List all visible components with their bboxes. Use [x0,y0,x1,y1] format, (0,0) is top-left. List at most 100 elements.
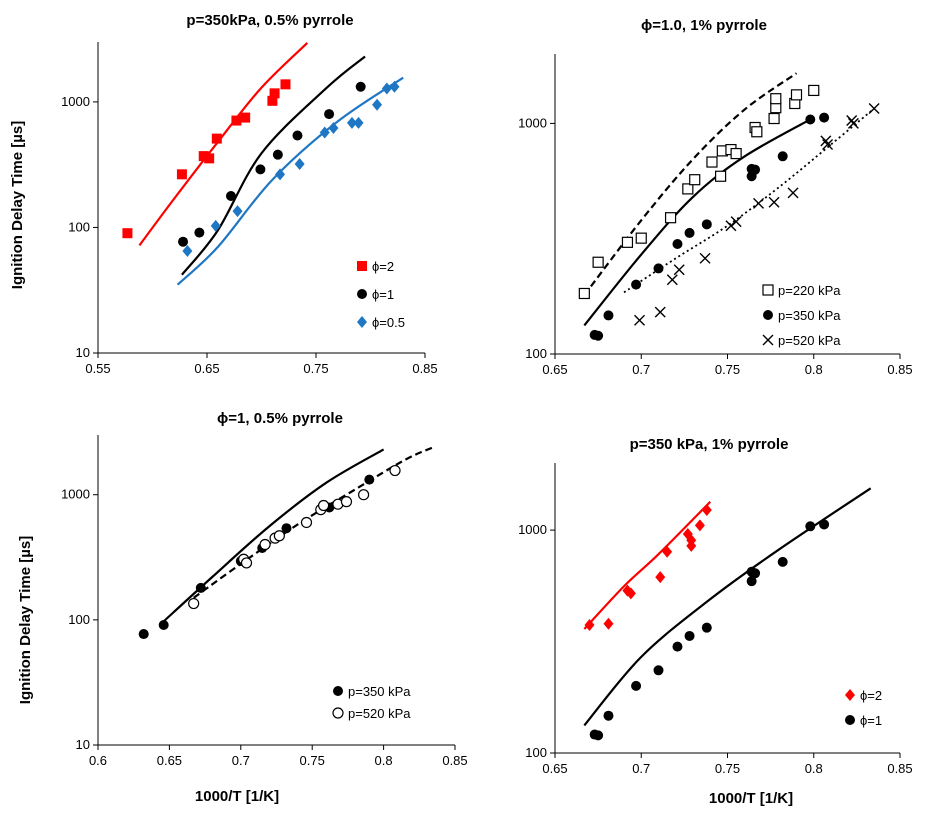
plot-area: 0.6 0.65 0.7 0.75 0.8 0.85 10 100 1000 p=350 kPa p… [61,435,468,768]
y-tick-label: 100 [68,612,90,627]
data-point [240,112,251,123]
chart-panel-top-right: ϕ=1.0, 1% pyrrole 0.65 0.7 0.75 0.8 0.85 100 1… [518,17,913,377]
data-point [753,197,765,209]
x-tick-label: 0.7 [632,362,650,377]
y-tick-label: 100 [68,219,90,234]
data-point [198,151,209,162]
data-point [822,139,834,151]
x-tick-label: 0.7 [632,761,650,776]
chart-panel-bottom-left: ϕ=1, 0.5% pyrrole Ignition Delay Time [µ… [17,410,468,805]
y-tick-label: 10 [76,345,90,360]
legend-label: ϕ=2 [860,688,882,703]
data-point [240,557,253,569]
data-point [684,630,695,641]
data-point [194,227,205,238]
y-axis-title: Ignition Delay Time [µs] [9,121,26,289]
model-line [583,72,798,296]
data-point [389,464,401,477]
x-tick-label: 0.75 [715,761,740,776]
data-point [593,330,604,341]
data-point [819,519,830,530]
data-point [654,306,666,318]
data-point [267,95,278,106]
plot-area: 0.55 0.65 0.75 0.85 10 100 1000 ϕ=2 ϕ=1 ϕ=0.5 [61,42,438,376]
data-point [664,212,677,224]
y-tick-label: 100 [525,745,547,760]
data-point [682,183,694,195]
data-point [653,665,664,676]
data-point [272,149,283,160]
chart-title: p=350 kPa, 1% pyrrole [630,436,789,453]
x-tick-label: 0.8 [805,761,823,776]
data-point [730,216,742,228]
data-point [730,147,742,160]
data-point [578,287,590,300]
data-point [592,256,604,268]
data-point [631,680,642,691]
data-point [701,504,712,517]
x-tick-label: 0.55 [85,361,110,376]
model-line [583,500,712,630]
data-point [138,629,149,640]
legend-label: p=350 kPa [348,684,411,699]
data-point [210,219,221,232]
data-point [625,587,636,600]
data-point [805,521,816,532]
data-point [281,523,292,534]
data-point [768,112,780,125]
x-tick-label: 0.85 [442,753,467,768]
data-point [699,252,711,264]
data-point [381,82,392,95]
data-point [750,164,761,175]
data-point [372,98,383,111]
data-point [269,88,280,99]
data-point [353,116,364,129]
legend-marker [762,334,774,346]
x-axis-title: 1000/T [1/K] [709,790,793,807]
legend-label: ϕ=1 [372,287,394,302]
data-point [846,114,858,126]
y-axis-title: Ignition Delay Time [µs] [17,536,34,704]
data-point [653,263,664,274]
data-point [790,89,803,101]
data-point [725,220,737,232]
data-point [750,568,761,579]
model-line [161,448,385,624]
data-point [178,236,189,247]
legend-label: ϕ=1 [860,713,882,728]
data-point [746,576,757,587]
data-point [868,103,880,115]
data-point [701,622,712,633]
x-tick-label: 0.7 [232,753,250,768]
data-point [318,499,330,512]
y-tick-label: 1000 [61,94,90,109]
data-point [355,81,366,92]
legend-marker [763,310,773,320]
x-tick-label: 0.65 [194,361,219,376]
data-point [122,228,133,239]
data-point [211,133,222,144]
data-point [292,130,303,141]
model-line [176,76,404,286]
data-point [603,617,614,630]
data-point [389,80,400,93]
data-point [819,112,830,123]
data-point [672,238,683,249]
data-point [259,538,271,551]
y-tick-label: 100 [525,346,547,361]
y-tick-label: 1000 [518,522,547,537]
model-line [583,116,815,327]
data-point [603,710,614,721]
model-line [138,42,309,247]
data-point [364,474,375,485]
legend-label: p=520 kPa [778,333,841,348]
data-point [706,156,718,168]
y-tick-label: 1000 [518,115,547,130]
legend-label: p=350 kPa [778,308,841,323]
data-point [232,205,243,218]
legend-label: ϕ=2 [372,259,394,274]
data-point [280,79,291,90]
x-tick-label: 0.85 [887,761,912,776]
data-point [294,158,305,171]
